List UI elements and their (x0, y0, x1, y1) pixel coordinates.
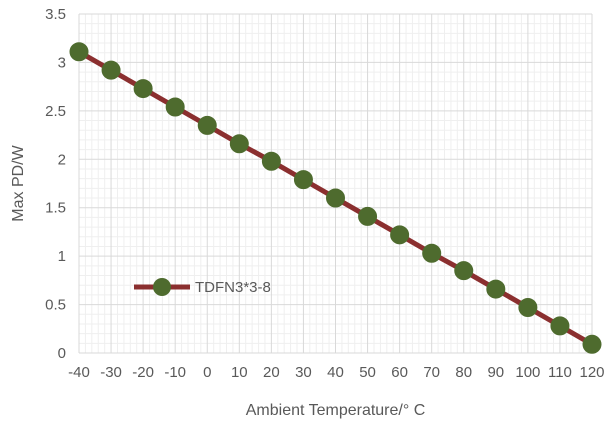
y-tick-label: 2 (58, 151, 66, 168)
data-point (229, 134, 249, 154)
data-point (454, 261, 474, 281)
x-tick-label: -10 (164, 364, 186, 381)
y-tick-label: 0.5 (45, 297, 66, 314)
y-tick-label: 3.5 (45, 6, 66, 23)
x-tick-label: 100 (515, 364, 540, 381)
y-tick-label: 3 (58, 54, 66, 71)
data-point (486, 279, 506, 299)
y-tick-label: 1.5 (45, 200, 66, 217)
x-tick-label: 120 (579, 364, 604, 381)
grid (78, 13, 593, 354)
data-point (326, 188, 345, 208)
y-tick-label: 1 (58, 248, 66, 265)
x-tick-label: 30 (295, 364, 312, 381)
data-point (293, 170, 313, 190)
legend: TDFN3*3-8 (134, 278, 271, 296)
data-point (197, 115, 217, 135)
x-axis-title: Ambient Temperature/° C (246, 402, 426, 419)
data-point (582, 334, 602, 354)
x-tick-label: 90 (487, 364, 504, 381)
x-tick-label: -20 (132, 364, 154, 381)
data-point (69, 42, 89, 62)
data-point (101, 60, 121, 80)
data-point (390, 225, 410, 245)
legend-marker (153, 278, 171, 296)
x-tick-label: 50 (359, 364, 376, 381)
x-tick-label: -30 (100, 364, 122, 381)
data-point (518, 297, 538, 317)
data-point (133, 79, 153, 99)
data-point (165, 97, 185, 117)
x-tick-label: 20 (263, 364, 280, 381)
x-tick-label: 40 (327, 364, 344, 381)
x-tick-label: 0 (203, 364, 211, 381)
data-point (261, 151, 281, 171)
y-axis-title: Max PD/W (10, 144, 27, 221)
series-group (69, 42, 602, 354)
legend-label: TDFN3*3-8 (195, 279, 271, 296)
x-tick-label: 60 (391, 364, 408, 381)
y-tick-label: 0 (58, 345, 66, 362)
tick-labels: -40 -30 -20 -10 0 10 20 30 40 50 60 70 80 90 100 110 120… (45, 6, 604, 381)
x-tick-label: 10 (231, 364, 248, 381)
x-tick-label: 110 (548, 364, 572, 381)
x-tick-label: 80 (455, 364, 472, 381)
data-point (550, 316, 570, 336)
data-point (358, 206, 378, 226)
y-tick-label: 2.5 (45, 103, 66, 120)
x-tick-label: -40 (68, 364, 90, 381)
data-point (422, 243, 442, 263)
x-tick-label: 70 (423, 364, 440, 381)
